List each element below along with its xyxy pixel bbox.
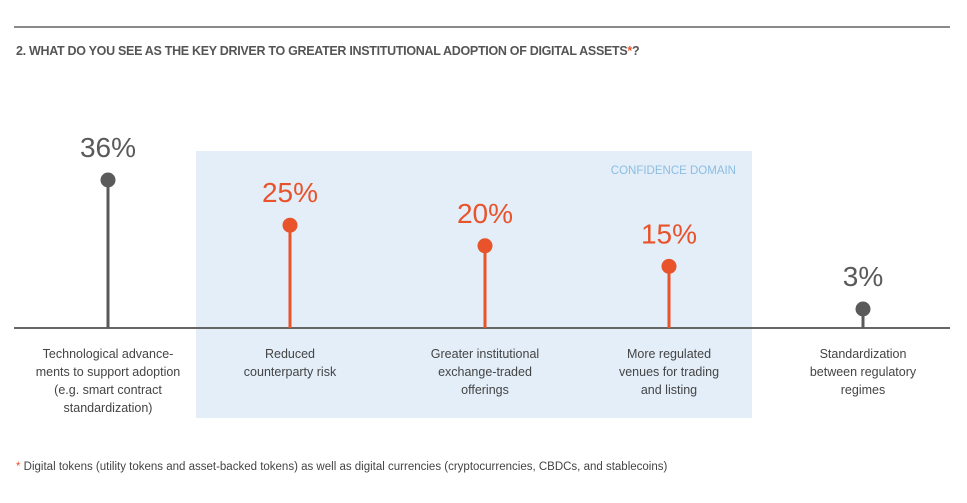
chart-title: 2. WHAT DO YOU SEE AS THE KEY DRIVER TO …	[16, 44, 640, 58]
category-label-line: venues for trading	[618, 365, 720, 379]
value-label: 36%	[80, 132, 136, 163]
baseline-axis	[14, 327, 950, 329]
footnote: * Digital tokens (utility tokens and ass…	[16, 461, 667, 473]
footnote-asterisk: *	[16, 461, 21, 473]
value-label: 25%	[262, 177, 318, 208]
category-label: Greater institutional exchange-traded offe…	[400, 345, 570, 399]
lollipop-dot	[282, 217, 298, 233]
category-label-line: standardization)	[63, 401, 153, 415]
category-label-line: regimes	[840, 383, 886, 397]
category-label-line: counterparty risk	[243, 365, 337, 379]
title-asterisk: *	[627, 44, 632, 58]
confidence-domain-label: CONFIDENCE DOMAIN	[610, 165, 736, 177]
category-label-line: More regulated	[626, 347, 712, 361]
footnote-text: Digital tokens (utility tokens and asset…	[20, 461, 668, 473]
category-label: More regulated venues for trading and list…	[584, 345, 754, 399]
lollipop-dot	[477, 238, 493, 254]
category-label: Technological advance-ments to support a…	[23, 345, 193, 417]
value-label: 20%	[457, 198, 513, 229]
category-label: Reduced counterparty risk	[205, 345, 375, 381]
category-label-line: Standardization	[819, 347, 907, 361]
category-label-line: offerings	[461, 383, 509, 397]
category-label: Standardization between regulatory regimes	[778, 345, 948, 399]
category-label-line: Technological advance-	[42, 347, 174, 361]
category-label-line: Greater institutional	[430, 347, 540, 361]
value-label: 15%	[641, 218, 697, 249]
category-label-line: Reduced	[264, 347, 316, 361]
value-label: 3%	[843, 261, 883, 292]
category-label-line: between regulatory	[809, 365, 917, 379]
category-label-line: exchange-traded	[438, 365, 532, 379]
title-text: 2. WHAT DO YOU SEE AS THE KEY DRIVER TO …	[16, 44, 628, 58]
category-label-line: ments to support adoption	[35, 365, 181, 379]
lollipop-dot	[855, 301, 871, 317]
category-label-line: and listing	[640, 383, 698, 397]
category-label-line: (e.g. smart contract	[54, 383, 162, 397]
top-rule	[14, 26, 950, 28]
title-suffix: ?	[631, 44, 640, 58]
lollipop-dot	[100, 172, 116, 188]
lollipop-dot	[661, 258, 677, 274]
